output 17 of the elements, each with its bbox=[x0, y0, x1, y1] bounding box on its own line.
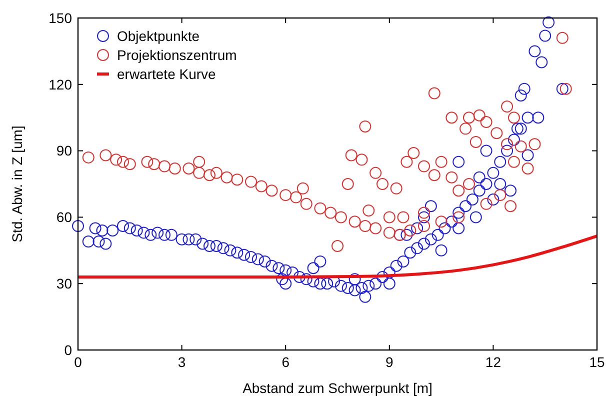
y-tick-label: 90 bbox=[56, 142, 72, 159]
x-tick-label: 15 bbox=[589, 354, 605, 370]
x-tick-label: 6 bbox=[282, 354, 290, 370]
y-tick-label: 60 bbox=[56, 209, 72, 226]
y-tick-label: 150 bbox=[48, 10, 72, 26]
y-tick-label: 30 bbox=[56, 276, 72, 292]
x-tick-label: 0 bbox=[74, 354, 82, 370]
x-tick-label: 12 bbox=[485, 354, 502, 370]
legend-label: erwartete Kurve bbox=[117, 66, 216, 82]
x-tick-label: 9 bbox=[386, 354, 394, 370]
legend-label: Projektionszentrum bbox=[117, 46, 237, 63]
y-tick-label: 0 bbox=[64, 342, 72, 358]
y-axis-title: Std. Abw. in Z [um] bbox=[9, 126, 25, 242]
y-tick-label: 120 bbox=[48, 76, 72, 92]
legend-label: Objektpunkte bbox=[117, 28, 200, 44]
x-axis-title: Abstand zum Schwerpunkt [m] bbox=[242, 380, 432, 396]
x-tick-label: 3 bbox=[178, 354, 186, 370]
